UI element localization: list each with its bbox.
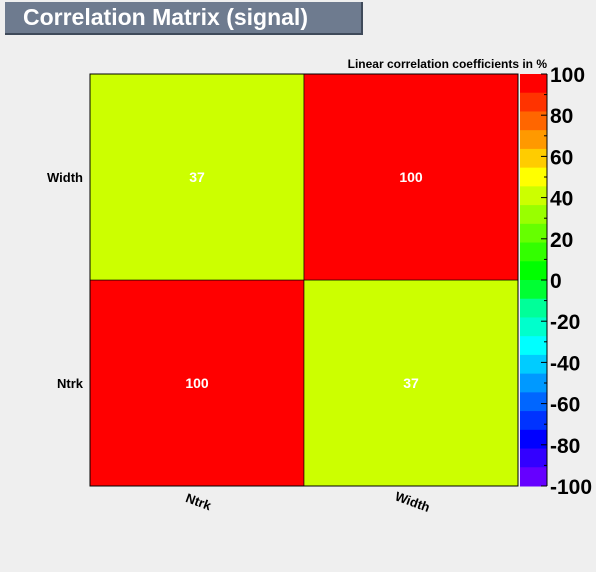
heatmap-cell	[303, 279, 519, 487]
palette-segment	[520, 186, 547, 206]
palette-segment	[520, 92, 547, 112]
palette-segment	[520, 74, 547, 94]
palette-tick-label: -20	[550, 311, 580, 334]
palette-segment	[520, 148, 547, 169]
palette-tick-label: 80	[550, 105, 573, 128]
palette-segment	[520, 373, 547, 393]
palette-segment	[520, 167, 547, 187]
y-tick-label: Ntrk	[57, 376, 84, 391]
palette-segment	[520, 354, 547, 375]
palette-segment	[520, 448, 547, 468]
palette-tick-label: 60	[550, 146, 573, 169]
palette-segment	[520, 336, 547, 356]
palette-tick-label: 20	[550, 229, 573, 252]
palette-segment	[520, 242, 547, 262]
heatmap-cells: 100 37 37 100	[89, 73, 519, 487]
cell-value-label: 37	[403, 375, 419, 391]
x-tick-label: Ntrk	[184, 490, 214, 513]
palette-segment	[520, 261, 547, 281]
palette-tick-label: -100	[550, 476, 592, 499]
palette-segment	[520, 111, 547, 131]
chart-subtitle: Linear correlation coefficients in %	[348, 57, 548, 71]
cell-value-label: 37	[189, 169, 205, 185]
palette-tick-label: -60	[550, 394, 580, 417]
palette-segment	[520, 467, 547, 487]
color-palette	[520, 74, 548, 487]
palette-segment	[520, 411, 547, 431]
palette-segment	[520, 317, 547, 337]
plot-frame	[89, 73, 519, 487]
color-palette-ticks: 100 80 60 40 20 0 -20 -40 -60 -80 -100	[541, 64, 592, 499]
palette-tick-label: -40	[550, 352, 580, 375]
palette-segment	[520, 130, 547, 150]
x-axis-labels: Ntrk Width	[184, 489, 432, 515]
palette-tick-label: 40	[550, 188, 573, 211]
palette-tick-label: -80	[550, 435, 580, 458]
heatmap-cell	[89, 279, 305, 487]
palette-segment	[520, 223, 547, 244]
cell-value-label: 100	[399, 169, 423, 185]
chart-title-box: Correlation Matrix (signal)	[5, 2, 363, 35]
palette-segment	[520, 429, 547, 450]
y-tick-label: Width	[47, 170, 83, 185]
y-axis-labels: Ntrk Width	[47, 170, 84, 391]
heatmap-cell	[89, 73, 305, 281]
x-tick-label: Width	[393, 489, 432, 515]
palette-segment	[520, 205, 547, 225]
heatmap-cell	[303, 73, 519, 281]
palette-segment	[520, 392, 547, 412]
chart-title: Correlation Matrix (signal)	[23, 4, 308, 30]
palette-tick-label: 100	[550, 64, 585, 87]
palette-tick-label: 0	[550, 270, 562, 293]
cell-value-label: 100	[185, 375, 209, 391]
palette-segment	[520, 280, 547, 300]
palette-segment	[520, 298, 547, 318]
